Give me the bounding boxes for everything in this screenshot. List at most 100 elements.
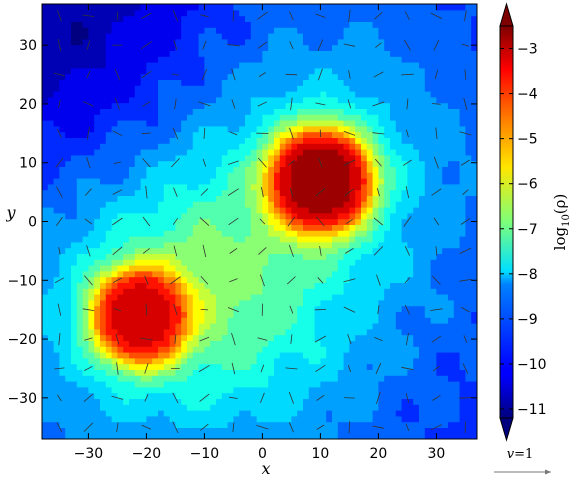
heatmap-cell bbox=[94, 265, 101, 272]
heatmap-cell bbox=[326, 120, 333, 127]
heatmap-cell bbox=[233, 85, 240, 92]
heatmap-cell bbox=[250, 21, 258, 28]
heatmap-cell bbox=[152, 241, 159, 249]
heatmap-cell bbox=[146, 33, 153, 40]
heatmap-cell bbox=[53, 160, 60, 167]
heatmap-cell bbox=[419, 323, 426, 330]
heatmap-cell bbox=[123, 288, 130, 295]
heatmap-cell bbox=[163, 21, 171, 28]
heatmap-cell bbox=[419, 183, 426, 191]
heatmap-cell bbox=[314, 346, 321, 353]
heatmap-cell bbox=[111, 67, 118, 75]
heatmap-cell bbox=[175, 137, 182, 144]
heatmap-cell bbox=[158, 224, 165, 231]
heatmap-cell bbox=[82, 363, 89, 370]
heatmap-cell bbox=[181, 73, 188, 80]
heatmap-cell bbox=[279, 294, 287, 301]
heatmap-cell bbox=[326, 386, 333, 394]
heatmap-cell bbox=[59, 404, 66, 411]
heatmap-cell bbox=[308, 154, 316, 162]
heatmap-cell bbox=[250, 62, 258, 69]
heatmap-cell bbox=[158, 218, 165, 225]
heatmap-cell bbox=[134, 108, 142, 115]
heatmap-cell bbox=[175, 311, 182, 318]
heatmap-cell bbox=[129, 79, 136, 86]
heatmap-cell bbox=[245, 247, 252, 254]
heatmap-cell bbox=[140, 369, 147, 376]
heatmap-cell bbox=[291, 288, 298, 295]
heatmap-cell bbox=[245, 125, 252, 133]
heatmap-cell bbox=[204, 305, 211, 312]
heatmap-cell bbox=[419, 392, 426, 399]
heatmap-cell bbox=[274, 421, 281, 428]
heatmap-cell bbox=[198, 247, 205, 254]
heatmap-cell bbox=[314, 102, 321, 109]
heatmap-cell bbox=[256, 91, 263, 98]
heatmap-cell bbox=[401, 166, 408, 173]
heatmap-cell bbox=[233, 38, 240, 46]
heatmap-cell bbox=[129, 9, 136, 17]
heatmap-cell bbox=[268, 247, 275, 254]
heatmap-cell bbox=[111, 317, 118, 324]
heatmap-cell bbox=[129, 317, 136, 324]
heatmap-cell bbox=[297, 323, 304, 330]
heatmap-cell bbox=[413, 247, 420, 254]
heatmap-cell bbox=[221, 125, 229, 133]
heatmap-cell bbox=[291, 120, 298, 127]
heatmap-cell bbox=[210, 398, 217, 405]
heatmap-cell bbox=[163, 189, 171, 196]
heatmap-cell bbox=[146, 282, 153, 289]
heatmap-cell bbox=[239, 131, 246, 138]
heatmap-cell bbox=[343, 276, 350, 283]
heatmap-cell bbox=[326, 404, 333, 411]
heatmap-cell bbox=[210, 195, 217, 202]
heatmap-cell bbox=[303, 108, 310, 115]
heatmap-cell bbox=[372, 311, 379, 318]
heatmap-cell bbox=[221, 85, 229, 92]
heatmap-cell bbox=[343, 421, 350, 428]
heatmap-cell bbox=[395, 381, 403, 388]
heatmap-cell bbox=[419, 125, 426, 133]
heatmap-cell bbox=[372, 102, 379, 109]
heatmap-cell bbox=[53, 178, 60, 185]
heatmap-cell bbox=[233, 381, 240, 388]
heatmap-cell bbox=[117, 247, 124, 254]
heatmap-cell bbox=[216, 201, 223, 208]
heatmap-cell bbox=[245, 294, 252, 301]
heatmap-cell bbox=[146, 15, 153, 22]
heatmap-cell bbox=[94, 91, 101, 98]
heatmap-cell bbox=[308, 38, 316, 46]
heatmap-cell bbox=[384, 340, 391, 347]
heatmap-cell bbox=[279, 143, 287, 150]
heatmap-cell bbox=[227, 201, 234, 208]
heatmap-cell bbox=[134, 340, 142, 347]
heatmap-cell bbox=[285, 189, 292, 196]
heatmap-cell bbox=[47, 276, 55, 283]
heatmap-cell bbox=[401, 114, 408, 121]
heatmap-cell bbox=[390, 50, 397, 57]
heatmap-cell bbox=[279, 404, 287, 411]
heatmap-cell bbox=[76, 44, 84, 51]
heatmap-cell bbox=[204, 15, 211, 22]
heatmap-cell bbox=[187, 125, 194, 133]
heatmap-cell bbox=[134, 328, 142, 336]
heatmap-cell bbox=[308, 218, 316, 225]
heatmap-cell bbox=[332, 241, 339, 249]
heatmap-cell bbox=[158, 85, 165, 92]
heatmap-cell bbox=[279, 253, 287, 260]
heatmap-cell bbox=[53, 236, 60, 243]
heatmap-cell bbox=[152, 392, 159, 399]
heatmap-cell bbox=[262, 73, 269, 80]
heatmap-cell bbox=[268, 265, 275, 272]
heatmap-cell bbox=[227, 218, 234, 225]
heatmap-cell bbox=[239, 114, 246, 121]
heatmap-cell bbox=[268, 85, 275, 92]
heatmap-cell bbox=[279, 56, 287, 63]
heatmap-cell bbox=[47, 375, 55, 382]
heatmap-cell bbox=[303, 427, 310, 434]
heatmap-cell bbox=[384, 334, 391, 341]
heatmap-cell bbox=[390, 381, 397, 388]
heatmap-cell bbox=[216, 38, 223, 46]
heatmap-cell bbox=[76, 79, 84, 86]
heatmap-cell bbox=[320, 328, 327, 336]
